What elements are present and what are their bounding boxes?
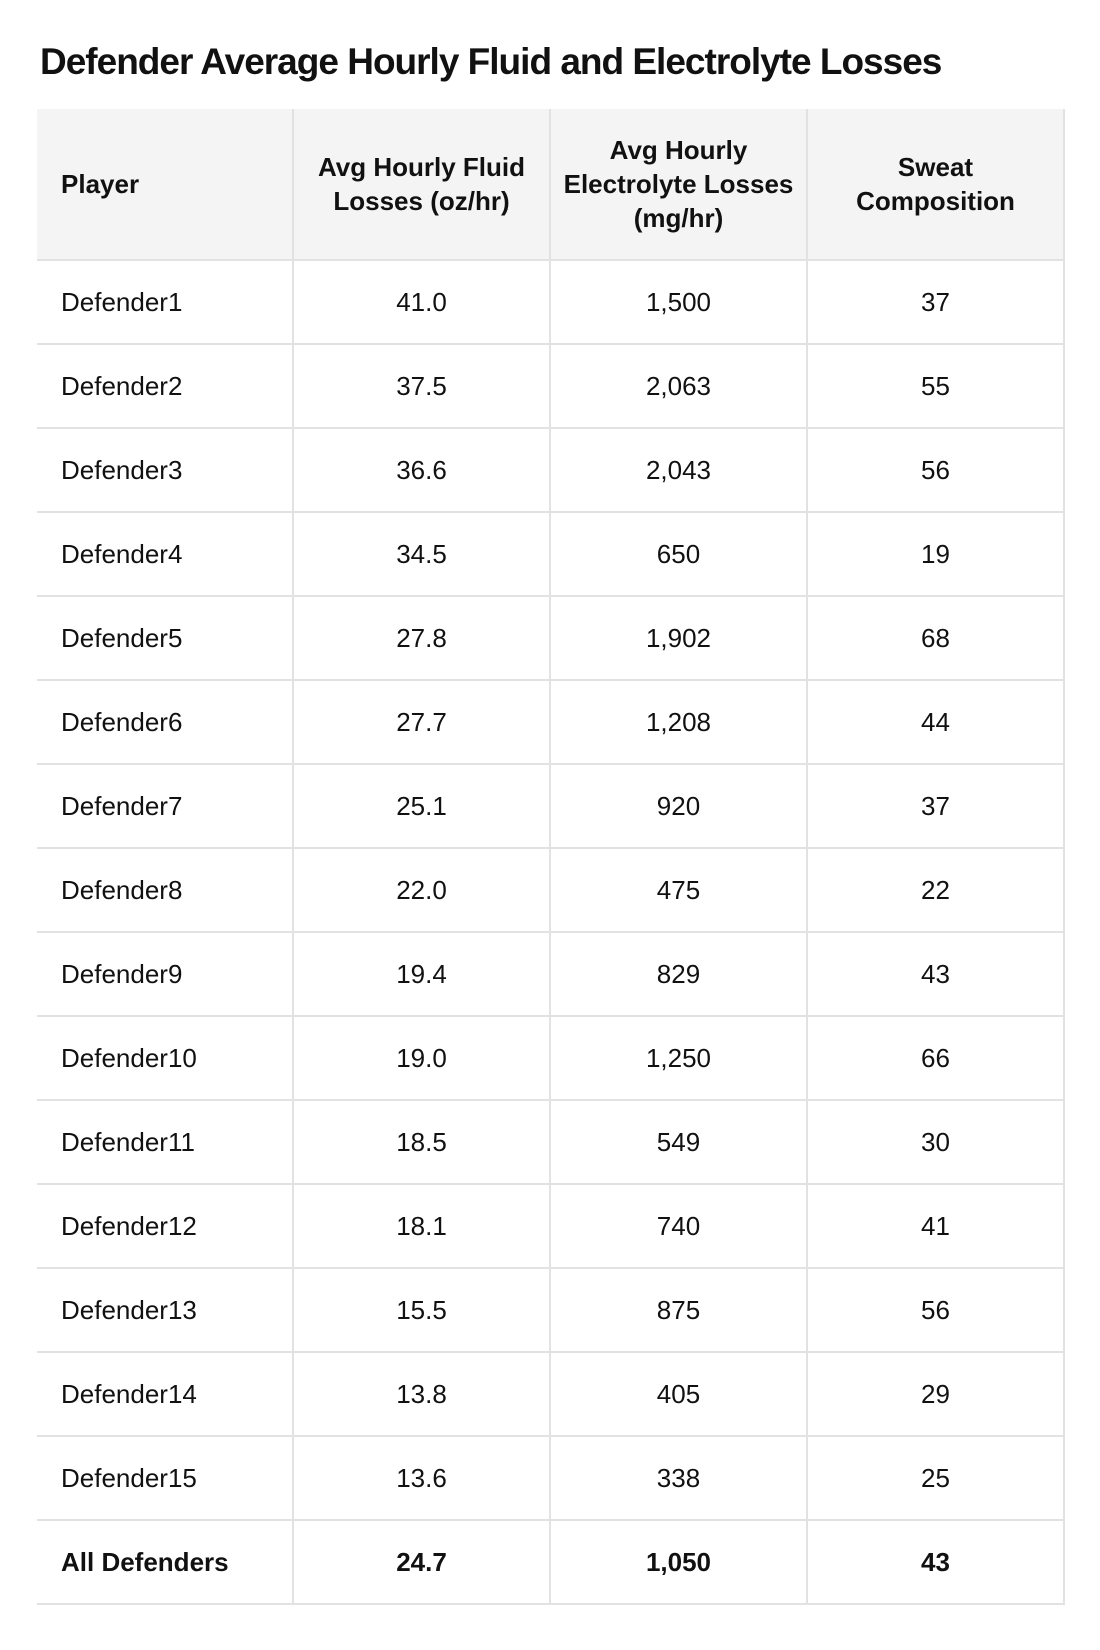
- table-row: Defender11 18.5 549 30: [37, 1100, 1065, 1185]
- cell-sweat: 41: [807, 1184, 1065, 1269]
- cell-electrolyte: 405: [550, 1352, 808, 1437]
- cell-sweat: 37: [807, 764, 1065, 849]
- cell-fluid: 37.5: [293, 344, 551, 429]
- cell-fluid: 19.4: [293, 932, 551, 1017]
- table-row: Defender1 41.0 1,500 37: [37, 260, 1065, 345]
- column-header-sweat: Sweat Composition: [807, 109, 1065, 261]
- cell-fluid: 18.5: [293, 1100, 551, 1185]
- cell-fluid: 13.6: [293, 1436, 551, 1521]
- cell-sweat: 66: [807, 1016, 1065, 1101]
- cell-electrolyte: 2,063: [550, 344, 808, 429]
- column-header-electrolyte: Avg Hourly Electrolyte Losses (mg/hr): [550, 109, 808, 261]
- cell-sweat: 43: [807, 932, 1065, 1017]
- cell-player: Defender7: [37, 764, 294, 849]
- table-row: Defender15 13.6 338 25: [37, 1436, 1065, 1521]
- cell-sweat: 22: [807, 848, 1065, 933]
- column-header-fluid: Avg Hourly Fluid Losses (oz/hr): [293, 109, 551, 261]
- cell-player: Defender5: [37, 596, 294, 681]
- cell-fluid: 13.8: [293, 1352, 551, 1437]
- total-cell-electrolyte: 1,050: [550, 1520, 808, 1605]
- table-row: Defender6 27.7 1,208 44: [37, 680, 1065, 765]
- total-cell-sweat: 43: [807, 1520, 1065, 1605]
- cell-electrolyte: 338: [550, 1436, 808, 1521]
- table-row: Defender12 18.1 740 41: [37, 1184, 1065, 1269]
- cell-electrolyte: 1,250: [550, 1016, 808, 1101]
- cell-electrolyte: 475: [550, 848, 808, 933]
- cell-electrolyte: 650: [550, 512, 808, 597]
- total-cell-player: All Defenders: [37, 1520, 294, 1605]
- page-title: Defender Average Hourly Fluid and Electr…: [40, 41, 942, 82]
- cell-sweat: 56: [807, 1268, 1065, 1353]
- cell-sweat: 37: [807, 260, 1065, 345]
- cell-fluid: 15.5: [293, 1268, 551, 1353]
- cell-fluid: 19.0: [293, 1016, 551, 1101]
- cell-fluid: 27.7: [293, 680, 551, 765]
- cell-electrolyte: 875: [550, 1268, 808, 1353]
- table-row: Defender10 19.0 1,250 66: [37, 1016, 1065, 1101]
- cell-player: Defender15: [37, 1436, 294, 1521]
- cell-electrolyte: 829: [550, 932, 808, 1017]
- cell-sweat: 30: [807, 1100, 1065, 1185]
- column-header-player: Player: [37, 109, 294, 261]
- cell-electrolyte: 920: [550, 764, 808, 849]
- table-row: Defender3 36.6 2,043 56: [37, 428, 1065, 513]
- cell-fluid: 25.1: [293, 764, 551, 849]
- table-header: Player Avg Hourly Fluid Losses (oz/hr) A…: [37, 109, 1065, 261]
- cell-player: Defender13: [37, 1268, 294, 1353]
- cell-fluid: 41.0: [293, 260, 551, 345]
- cell-player: Defender8: [37, 848, 294, 933]
- table-row: Defender9 19.4 829 43: [37, 932, 1065, 1017]
- data-table: Player Avg Hourly Fluid Losses (oz/hr) A…: [37, 109, 1065, 1605]
- cell-sweat: 19: [807, 512, 1065, 597]
- cell-electrolyte: 1,902: [550, 596, 808, 681]
- cell-electrolyte: 740: [550, 1184, 808, 1269]
- table-row: Defender8 22.0 475 22: [37, 848, 1065, 933]
- cell-player: Defender2: [37, 344, 294, 429]
- table-row: Defender2 37.5 2,063 55: [37, 344, 1065, 429]
- cell-player: Defender11: [37, 1100, 294, 1185]
- cell-sweat: 44: [807, 680, 1065, 765]
- cell-player: Defender10: [37, 1016, 294, 1101]
- table-row: Defender5 27.8 1,902 68: [37, 596, 1065, 681]
- cell-sweat: 25: [807, 1436, 1065, 1521]
- cell-player: Defender9: [37, 932, 294, 1017]
- cell-fluid: 22.0: [293, 848, 551, 933]
- cell-sweat: 56: [807, 428, 1065, 513]
- table-row: Defender13 15.5 875 56: [37, 1268, 1065, 1353]
- cell-player: Defender14: [37, 1352, 294, 1437]
- cell-sweat: 55: [807, 344, 1065, 429]
- cell-player: Defender6: [37, 680, 294, 765]
- table-row: Defender4 34.5 650 19: [37, 512, 1065, 597]
- table-body: Defender1 41.0 1,500 37 Defender2 37.5 2,063 55…: [37, 260, 1065, 1605]
- total-row: All Defenders 24.7 1,050 43: [37, 1520, 1065, 1605]
- cell-electrolyte: 549: [550, 1100, 808, 1185]
- cell-electrolyte: 1,208: [550, 680, 808, 765]
- total-cell-fluid: 24.7: [293, 1520, 551, 1605]
- table-row: Defender7 25.1 920 37: [37, 764, 1065, 849]
- cell-sweat: 68: [807, 596, 1065, 681]
- cell-fluid: 34.5: [293, 512, 551, 597]
- cell-fluid: 18.1: [293, 1184, 551, 1269]
- cell-player: Defender1: [37, 260, 294, 345]
- cell-fluid: 27.8: [293, 596, 551, 681]
- table-row: Defender14 13.8 405 29: [37, 1352, 1065, 1437]
- cell-electrolyte: 2,043: [550, 428, 808, 513]
- cell-player: Defender4: [37, 512, 294, 597]
- cell-sweat: 29: [807, 1352, 1065, 1437]
- cell-player: Defender12: [37, 1184, 294, 1269]
- cell-electrolyte: 1,500: [550, 260, 808, 345]
- cell-fluid: 36.6: [293, 428, 551, 513]
- cell-player: Defender3: [37, 428, 294, 513]
- header-row: Player Avg Hourly Fluid Losses (oz/hr) A…: [37, 109, 1065, 261]
